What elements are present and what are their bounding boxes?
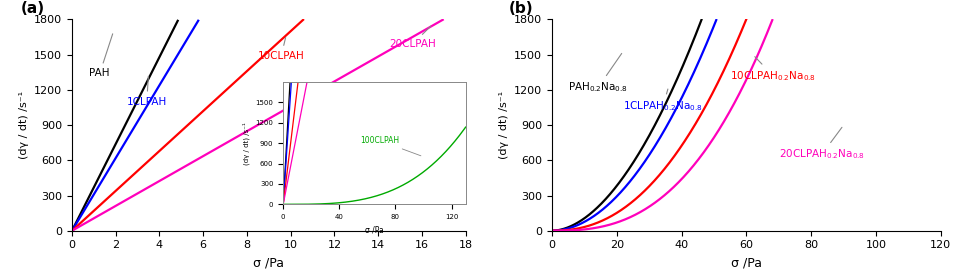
Text: 20CLPAH$_{0.2}$Na$_{0.8}$: 20CLPAH$_{0.2}$Na$_{0.8}$ (779, 127, 865, 161)
Y-axis label: (dγ / dt) /s⁻¹: (dγ / dt) /s⁻¹ (18, 91, 29, 159)
Text: 100CLPAH: 100CLPAH (360, 136, 420, 156)
Text: (b): (b) (509, 1, 534, 16)
Y-axis label: (dγ / dt) /s⁻¹: (dγ / dt) /s⁻¹ (243, 122, 250, 165)
X-axis label: σ /Pa: σ /Pa (253, 256, 284, 269)
Text: PAH$_{0.2}$Na$_{0.8}$: PAH$_{0.2}$Na$_{0.8}$ (568, 53, 628, 95)
Text: 1CLPAH: 1CLPAH (127, 76, 167, 107)
Text: PAH: PAH (89, 34, 112, 78)
Text: 1CLPAH$_{0.2}$Na$_{0.8}$: 1CLPAH$_{0.2}$Na$_{0.8}$ (623, 89, 703, 113)
Text: (a): (a) (21, 1, 45, 16)
X-axis label: σ /Pa: σ /Pa (731, 256, 762, 269)
Text: 20CLPAH: 20CLPAH (389, 26, 436, 49)
Text: 10CLPAH: 10CLPAH (258, 38, 304, 61)
Y-axis label: (dγ / dt) /s⁻¹: (dγ / dt) /s⁻¹ (498, 91, 509, 159)
X-axis label: σ /Pa: σ /Pa (365, 226, 384, 235)
Text: 10CLPAH$_{0.2}$Na$_{0.8}$: 10CLPAH$_{0.2}$Na$_{0.8}$ (731, 57, 816, 83)
